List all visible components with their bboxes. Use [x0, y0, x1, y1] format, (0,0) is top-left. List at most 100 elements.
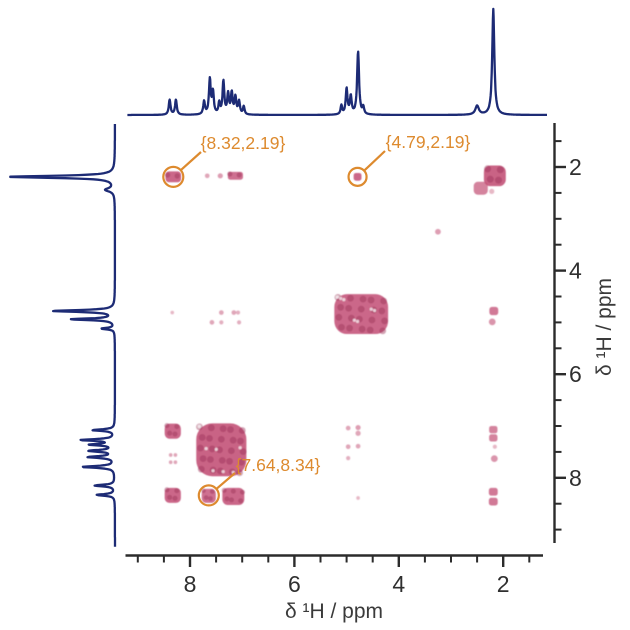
cross-peak [353, 172, 362, 181]
cross-peak-texture-dot [209, 489, 215, 494]
cross-peak-texture-dot [368, 316, 376, 324]
cross-peak-texture-dot [358, 325, 366, 333]
cross-peak-texture-dot [164, 487, 170, 493]
cross-peak [490, 455, 498, 463]
cross-peak-texture-dot [172, 431, 178, 437]
cross-peak-speckle [352, 318, 356, 322]
cross-peak-texture-dot [227, 171, 233, 177]
cross-peak [173, 460, 178, 465]
y-axis-tick-label: 4 [569, 258, 582, 284]
cross-peak-texture-dot [238, 498, 244, 504]
cross-peak-speckle [211, 469, 215, 473]
cross-peak [219, 320, 224, 325]
y-axis-tick-label: 6 [569, 361, 582, 387]
cross-peak-texture-dot [216, 446, 223, 454]
cross-peak-texture-dot [237, 458, 245, 466]
cross-peak-speckle [355, 319, 360, 323]
cross-peak-texture-dot [484, 165, 492, 173]
x-axis-title: δ ¹H / ppm [285, 600, 383, 623]
cross-peak [356, 496, 360, 500]
cross-peak-texture-dot [164, 423, 170, 429]
cross-peak-texture-dot [207, 424, 215, 432]
cross-peak [355, 424, 361, 431]
cross-peak-texture-dot [236, 469, 243, 477]
cross-peak-texture-dot [197, 465, 205, 473]
cross-peak-texture-dot [335, 313, 343, 321]
cross-peak-speckle [221, 469, 225, 474]
cross-peak-speckle [204, 446, 208, 451]
cross-peak-texture-dot [346, 324, 353, 332]
annotation-circle-1 [162, 165, 185, 188]
annotation-leader-3 [215, 472, 236, 490]
cross-peak-texture-dot [486, 175, 494, 183]
cross-peak-speckle [238, 446, 242, 450]
cross-peak-texture-dot [381, 317, 388, 325]
cross-peak [489, 306, 499, 316]
cross-peak [204, 173, 210, 179]
cross-peak-speckle [197, 424, 201, 429]
cross-peak [489, 188, 495, 194]
cross-peak-texture-dot [196, 444, 204, 452]
annotation-circle-2 [347, 166, 368, 187]
annotation-leader-1 [180, 151, 202, 171]
left-spectrum-trace [9, 123, 117, 548]
cross-peak-texture-dot [237, 437, 244, 445]
peak-annotations-layer: {8.32,2.19} {4.79,2.19} {7.64,8.34} [162, 132, 470, 507]
cross-peak-texture-dot [174, 488, 180, 494]
cross-peak-texture-dot [203, 495, 209, 501]
cross-peak [345, 444, 351, 450]
cross-peak [473, 181, 488, 195]
annotation-leader-2 [363, 150, 386, 172]
cross-peak-texture-dot [378, 307, 386, 315]
cross-peak-texture-dot [357, 305, 365, 313]
cross-peak-texture-dot [226, 457, 233, 465]
cross-peak-texture-dot [167, 494, 173, 500]
cross-peak-texture-dot [208, 445, 216, 453]
cross-peak-texture-dot [337, 303, 344, 311]
cross-peak-texture-dot [206, 434, 213, 442]
y-axis-tick-label: 8 [569, 465, 582, 491]
cross-peak [488, 487, 498, 496]
cross-peak-texture-dot [380, 297, 388, 305]
annotation-label-3: {7.64,8.34} [236, 455, 321, 475]
x-axis-tick-label: 4 [392, 571, 405, 597]
cross-peak-texture-dot [164, 172, 171, 178]
cross-peak-texture-dot [239, 448, 247, 456]
cross-peak-texture-dot [338, 323, 345, 331]
cross-peak [355, 430, 361, 436]
cross-peak-texture-dot [230, 488, 236, 494]
cross-peak-speckle [214, 447, 218, 452]
axes-layer: 8 6 4 2 2 4 6 8 [125, 123, 582, 597]
cross-peak-texture-dot [221, 487, 227, 493]
cross-peak-texture-dot [229, 436, 237, 444]
cross-peak [435, 228, 441, 235]
cross-peak-texture-dot [201, 488, 206, 494]
cross-peak-speckle [335, 295, 339, 299]
cross-peak-texture-dot [495, 176, 503, 184]
cross-peak [168, 460, 173, 465]
cross-peak-texture-dot [238, 427, 246, 434]
cross-peak-texture-dot [167, 430, 173, 436]
cross-peak [489, 426, 498, 434]
cross-peak [346, 456, 351, 461]
cross-peaks-layer [164, 165, 506, 506]
cross-peak-texture-dot [198, 434, 206, 441]
cross-peak [170, 310, 175, 315]
cross-peak-texture-dot [206, 456, 214, 463]
cross-peak [345, 425, 351, 431]
cross-peak-texture-dot [208, 496, 213, 501]
cross-peak [217, 173, 223, 179]
cross-peak-speckle [372, 308, 377, 313]
cross-peak-texture-dot [227, 447, 235, 455]
cross-peak [173, 453, 178, 457]
cross-peak-texture-dot [172, 495, 178, 501]
cross-peak [236, 320, 242, 325]
cross-peak-texture-dot [217, 435, 225, 443]
cross-peak-texture-dot [236, 172, 242, 178]
annotation-circle-3 [197, 484, 220, 507]
cross-peak-texture-dot [379, 327, 387, 335]
cross-peak [231, 310, 237, 315]
cross-peak [334, 294, 389, 335]
cross-peak-texture-dot [219, 425, 227, 433]
